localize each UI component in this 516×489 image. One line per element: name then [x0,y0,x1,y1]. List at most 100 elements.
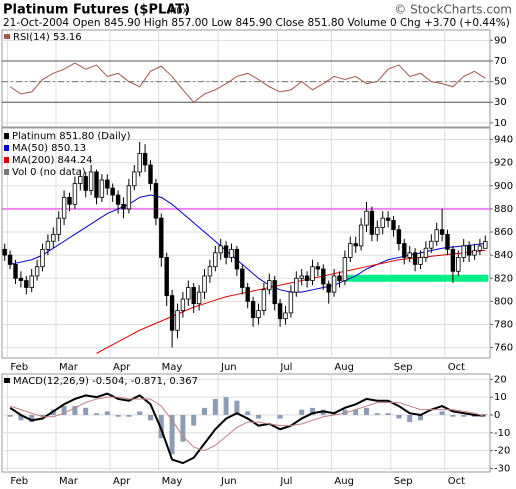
histogram-bar [439,411,445,415]
histogram-bar [83,407,89,415]
candle-body [385,217,391,221]
histogram-bar [115,414,121,417]
candle-body [110,187,115,196]
candle-body [331,275,337,293]
candle-body [99,179,105,198]
histogram-bar [137,411,143,415]
candle-body [304,275,310,281]
y-tick-label: 50 [494,77,507,88]
legend-swatch [4,169,9,175]
histogram-bar [407,414,413,423]
candle-body [315,266,321,270]
y-tick-label: 880 [494,204,513,215]
candle-body [288,291,294,314]
x-tick-label: Sep [394,476,413,487]
candle-body [272,280,277,305]
candle-body [358,224,364,247]
candle-body [7,254,13,265]
x-tick-label: Feb [10,476,28,487]
x-tick-label: Sep [394,362,413,373]
candle-body [202,275,207,293]
histogram-bar [418,414,423,421]
candle-body [483,241,488,249]
histogram-bar [245,411,251,415]
candle-body [342,257,348,281]
candle-body [137,153,142,173]
y-tick-label: 940 [494,135,513,146]
y-tick-label: 10 [494,118,507,129]
y-tick-label: 860 [494,227,513,238]
histogram-bar [104,411,110,415]
x-tick-label: Jun [220,362,237,373]
candle-body [13,263,18,279]
y-tick-label: 800 [494,296,513,307]
candle-body [364,210,369,226]
legend-swatch [4,378,10,383]
candle-body [78,176,83,184]
histogram-bar [94,413,99,415]
histogram-bar [482,414,488,415]
x-tick-label: Feb [10,362,28,373]
candle-body [245,287,250,302]
legend-swatch [4,157,9,163]
candle-body [369,210,375,235]
candle-body [207,266,213,277]
candle-body [439,229,445,235]
histogram-bar [126,414,132,417]
candle-body [326,283,331,293]
candle-body [353,243,358,247]
candle-body [45,240,51,250]
chart-title: Platinum Futures ($PLAT) [3,3,190,18]
histogram-bar [191,414,197,426]
candle-body [445,233,450,250]
candle-body [67,196,72,205]
candle-body [429,240,434,249]
histogram-bar [29,414,35,423]
x-tick-label: Aug [334,476,354,487]
legend-text: RSI(14) 53.16 [13,32,82,43]
candle-body [261,289,267,312]
candle-body [472,250,477,256]
candle-body [148,164,153,184]
y-tick-label: 820 [494,273,513,284]
candle-body [337,275,342,281]
y-tick-label: 780 [494,319,513,330]
credit: © StockCharts.com [394,3,512,17]
candle-body [72,183,78,205]
candle-body [61,196,67,219]
x-tick-label: May [162,362,183,373]
histogram-bar [461,414,467,417]
histogram-bar [202,407,207,415]
candle-body [2,248,7,256]
candle-body [18,277,24,281]
histogram-bar [61,406,67,415]
histogram-bar [385,413,391,415]
x-tick-label: Jun [220,476,237,487]
candle-body [418,257,423,265]
histogram-bar [234,400,240,415]
candle-body [196,291,202,305]
candle-body [423,247,429,258]
support-band [344,274,489,282]
candle-body [256,310,261,318]
legend-text: MA(200) 844.24 [12,155,93,166]
histogram-bar [450,414,456,417]
candle-body [29,275,34,288]
candle-body [234,248,240,270]
candle-body [115,194,121,205]
y-tick-label: 900 [494,181,513,192]
candle-body [283,312,288,320]
candle-body [191,287,196,305]
candle-body [164,257,169,296]
candle-body [223,245,229,258]
candle-body [153,183,159,219]
y-tick-label: 10 [494,392,507,403]
legend-text: Vol 0 (no data) [12,167,86,178]
x-tick-label: Apr [113,476,131,487]
histogram-bar [364,407,369,415]
macd-line [9,392,486,465]
candle-body [402,243,407,258]
candle-body [294,277,299,293]
candle-body [396,229,402,244]
